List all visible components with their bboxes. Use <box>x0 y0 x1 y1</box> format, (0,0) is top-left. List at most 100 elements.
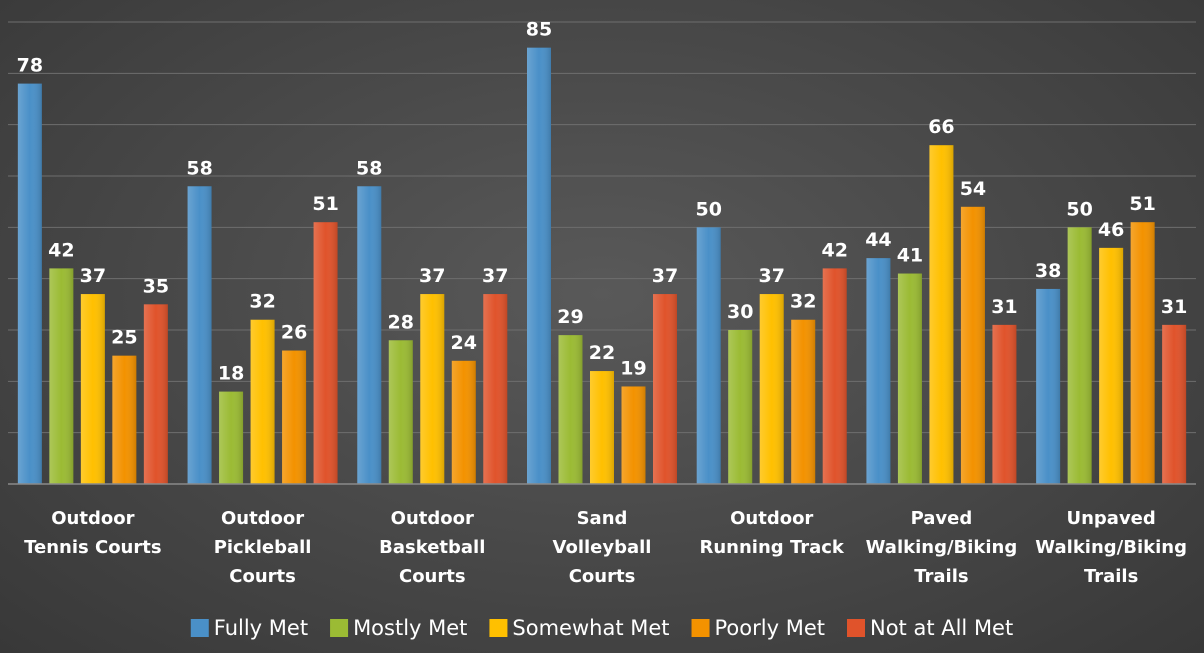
bar-shading <box>143 304 168 484</box>
legend: Fully Met Mostly Met Somewhat Met Poorly Me… <box>190 616 1013 640</box>
data-label: 41 <box>897 245 923 267</box>
bar-shading <box>80 294 105 484</box>
category-label: Tennis Courts <box>24 537 161 558</box>
legend-item: Fully Met <box>190 616 308 640</box>
bar-shading <box>929 145 954 484</box>
bar-shading <box>388 340 413 484</box>
category-label: Outdoor <box>391 508 474 529</box>
bar-shading <box>590 371 614 484</box>
legend-swatch <box>330 619 349 637</box>
bar-shading <box>1067 227 1092 485</box>
legend-swatch <box>846 619 865 637</box>
data-label: 30 <box>727 301 753 323</box>
bar-shading <box>759 294 784 484</box>
bar-shading <box>527 47 551 485</box>
legend-swatch <box>691 619 710 637</box>
data-label: 42 <box>48 239 74 261</box>
data-label: 51 <box>312 193 338 215</box>
category-label: Trails <box>1084 566 1138 587</box>
bars <box>17 47 1187 485</box>
bar-shading <box>897 273 922 484</box>
data-label: 54 <box>960 178 986 200</box>
data-label: 35 <box>143 275 169 297</box>
category-label: Walking/Biking <box>866 537 1018 558</box>
bar-shading <box>791 319 816 484</box>
bar-shading <box>1162 324 1187 484</box>
gridlines <box>8 21 1196 434</box>
data-label: 46 <box>1098 219 1124 241</box>
bar-shading <box>822 268 847 484</box>
category-label: Basketball <box>379 537 485 558</box>
category-label: Courts <box>569 566 636 587</box>
category-label: Running Track <box>700 537 845 558</box>
bar-shading <box>420 294 445 484</box>
legend-label: Fully Met <box>214 616 308 640</box>
bar-shading <box>17 83 42 484</box>
bar-shading <box>728 330 753 484</box>
category-labels: Outdoor Tennis Courts Outdoor Pickleball Cou… <box>24 508 1187 587</box>
data-label: 18 <box>218 363 244 385</box>
category-label: Outdoor <box>221 508 304 529</box>
category-label: Sand <box>577 508 628 529</box>
bar-shading <box>992 324 1017 484</box>
data-label: 37 <box>652 265 678 287</box>
legend-item: Not at All Met <box>846 616 1013 640</box>
category-label: Unpaved <box>1066 508 1155 529</box>
category-label: Outdoor <box>51 508 134 529</box>
data-label: 85 <box>526 19 552 41</box>
data-label: 58 <box>186 157 212 179</box>
bar-shading <box>313 222 338 484</box>
legend-swatch <box>489 619 508 637</box>
legend-item: Poorly Met <box>691 616 825 640</box>
category-label: Paved <box>911 508 973 529</box>
category-label: Courts <box>229 566 296 587</box>
data-label: 58 <box>356 157 382 179</box>
legend-label: Poorly Met <box>715 616 825 640</box>
legend-label: Not at All Met <box>870 616 1013 640</box>
legend-label: Mostly Met <box>353 616 467 640</box>
data-label: 32 <box>790 291 816 313</box>
bar-shading <box>49 268 74 484</box>
bar-shading <box>250 319 275 484</box>
legend-item: Somewhat Met <box>489 616 670 640</box>
data-label: 37 <box>80 265 106 287</box>
data-label: 22 <box>589 342 615 364</box>
data-label: 25 <box>111 327 137 349</box>
data-label: 26 <box>281 322 307 344</box>
data-label: 42 <box>821 239 847 261</box>
data-label: 19 <box>620 357 646 379</box>
category-label: Trails <box>914 566 968 587</box>
bar-shading <box>357 186 382 484</box>
data-label: 29 <box>557 306 583 328</box>
bar-shading <box>1099 247 1124 484</box>
bar-shading <box>558 335 583 484</box>
data-label: 50 <box>695 198 721 220</box>
bar-shading <box>621 386 646 484</box>
category-label: Volleyball <box>553 537 652 558</box>
category-label: Pickleball <box>214 537 312 558</box>
category-label: Courts <box>399 566 466 587</box>
legend-swatch <box>190 619 209 637</box>
data-label: 44 <box>865 229 891 251</box>
data-label: 51 <box>1129 193 1155 215</box>
data-label: 66 <box>928 116 954 138</box>
legend-label: Somewhat Met <box>512 616 669 640</box>
bar-shading <box>483 294 508 484</box>
data-label: 37 <box>419 265 445 287</box>
data-label: 37 <box>482 265 508 287</box>
bar-shading <box>219 391 244 484</box>
data-label: 37 <box>758 265 784 287</box>
bar-shading <box>696 227 721 485</box>
legend-item: Mostly Met <box>330 616 467 640</box>
data-label: 31 <box>991 296 1017 318</box>
bar-shading <box>653 294 677 484</box>
bar-shading <box>282 350 307 484</box>
data-label: 78 <box>17 55 43 77</box>
data-label: 38 <box>1035 260 1061 282</box>
bar-shading <box>451 360 476 484</box>
category-label: Walking/Biking <box>1035 537 1187 558</box>
data-label: 31 <box>1161 296 1187 318</box>
bar-shading <box>960 206 985 485</box>
bar-shading <box>187 186 212 484</box>
